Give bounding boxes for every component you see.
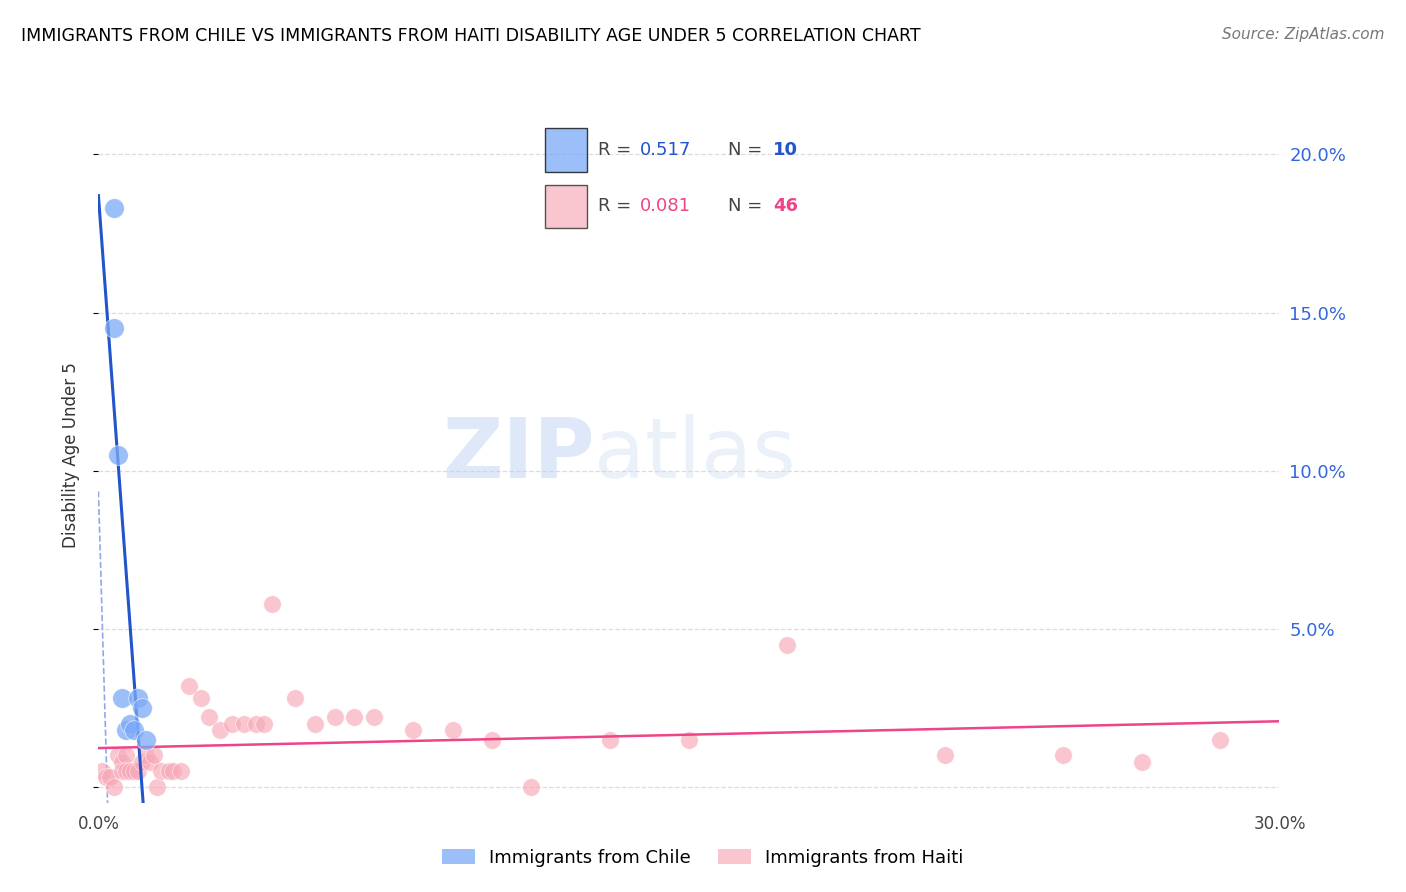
- Point: [115, 764, 138, 779]
- Point: [111, 691, 134, 706]
- Point: [115, 723, 138, 737]
- FancyBboxPatch shape: [544, 185, 588, 228]
- Point: [96, 771, 118, 785]
- Point: [111, 764, 134, 779]
- Point: [520, 780, 543, 794]
- Point: [98, 771, 121, 785]
- Text: R =: R =: [598, 141, 637, 159]
- Text: R =: R =: [598, 197, 637, 215]
- Point: [118, 716, 141, 731]
- Point: [599, 732, 621, 747]
- Point: [284, 691, 307, 706]
- Point: [115, 748, 138, 763]
- Point: [135, 748, 157, 763]
- Point: [138, 755, 160, 769]
- Point: [260, 597, 283, 611]
- Point: [934, 748, 956, 763]
- Text: ZIP: ZIP: [441, 415, 595, 495]
- Point: [131, 755, 153, 769]
- Text: N =: N =: [728, 141, 768, 159]
- Point: [135, 732, 157, 747]
- Text: IMMIGRANTS FROM CHILE VS IMMIGRANTS FROM HAITI DISABILITY AGE UNDER 5 CORRELATIO: IMMIGRANTS FROM CHILE VS IMMIGRANTS FROM…: [21, 27, 921, 45]
- Point: [363, 710, 385, 724]
- Point: [127, 691, 149, 706]
- Point: [150, 764, 173, 779]
- Point: [197, 710, 219, 724]
- Point: [776, 638, 799, 652]
- Point: [162, 764, 184, 779]
- Point: [221, 716, 243, 731]
- Point: [142, 748, 165, 763]
- Text: 10: 10: [773, 141, 799, 159]
- Text: N =: N =: [728, 197, 768, 215]
- Point: [481, 732, 503, 747]
- Point: [127, 764, 149, 779]
- Text: atlas: atlas: [595, 415, 796, 495]
- Point: [146, 780, 169, 794]
- Point: [402, 723, 425, 737]
- Point: [170, 764, 193, 779]
- Point: [122, 723, 145, 737]
- Point: [131, 701, 153, 715]
- Text: Source: ZipAtlas.com: Source: ZipAtlas.com: [1222, 27, 1385, 42]
- Text: 46: 46: [773, 197, 799, 215]
- Point: [103, 780, 125, 794]
- Point: [323, 710, 346, 724]
- Point: [107, 748, 129, 763]
- Point: [111, 755, 134, 769]
- Point: [177, 679, 200, 693]
- Point: [157, 764, 180, 779]
- Text: 0.517: 0.517: [640, 141, 692, 159]
- Point: [304, 716, 326, 731]
- FancyBboxPatch shape: [544, 128, 588, 172]
- Point: [343, 710, 366, 724]
- Point: [118, 764, 141, 779]
- Point: [1130, 755, 1153, 769]
- Point: [103, 321, 125, 335]
- Point: [209, 723, 232, 737]
- Point: [1052, 748, 1074, 763]
- Point: [1209, 732, 1232, 747]
- Point: [190, 691, 212, 706]
- Point: [107, 448, 129, 462]
- Point: [91, 764, 114, 779]
- Point: [678, 732, 700, 747]
- Legend: Immigrants from Chile, Immigrants from Haiti: Immigrants from Chile, Immigrants from H…: [436, 842, 970, 874]
- Point: [103, 201, 125, 215]
- Point: [245, 716, 267, 731]
- Text: 0.081: 0.081: [640, 197, 690, 215]
- Point: [253, 716, 276, 731]
- Y-axis label: Disability Age Under 5: Disability Age Under 5: [62, 362, 80, 548]
- Point: [233, 716, 256, 731]
- Point: [441, 723, 464, 737]
- Point: [122, 764, 145, 779]
